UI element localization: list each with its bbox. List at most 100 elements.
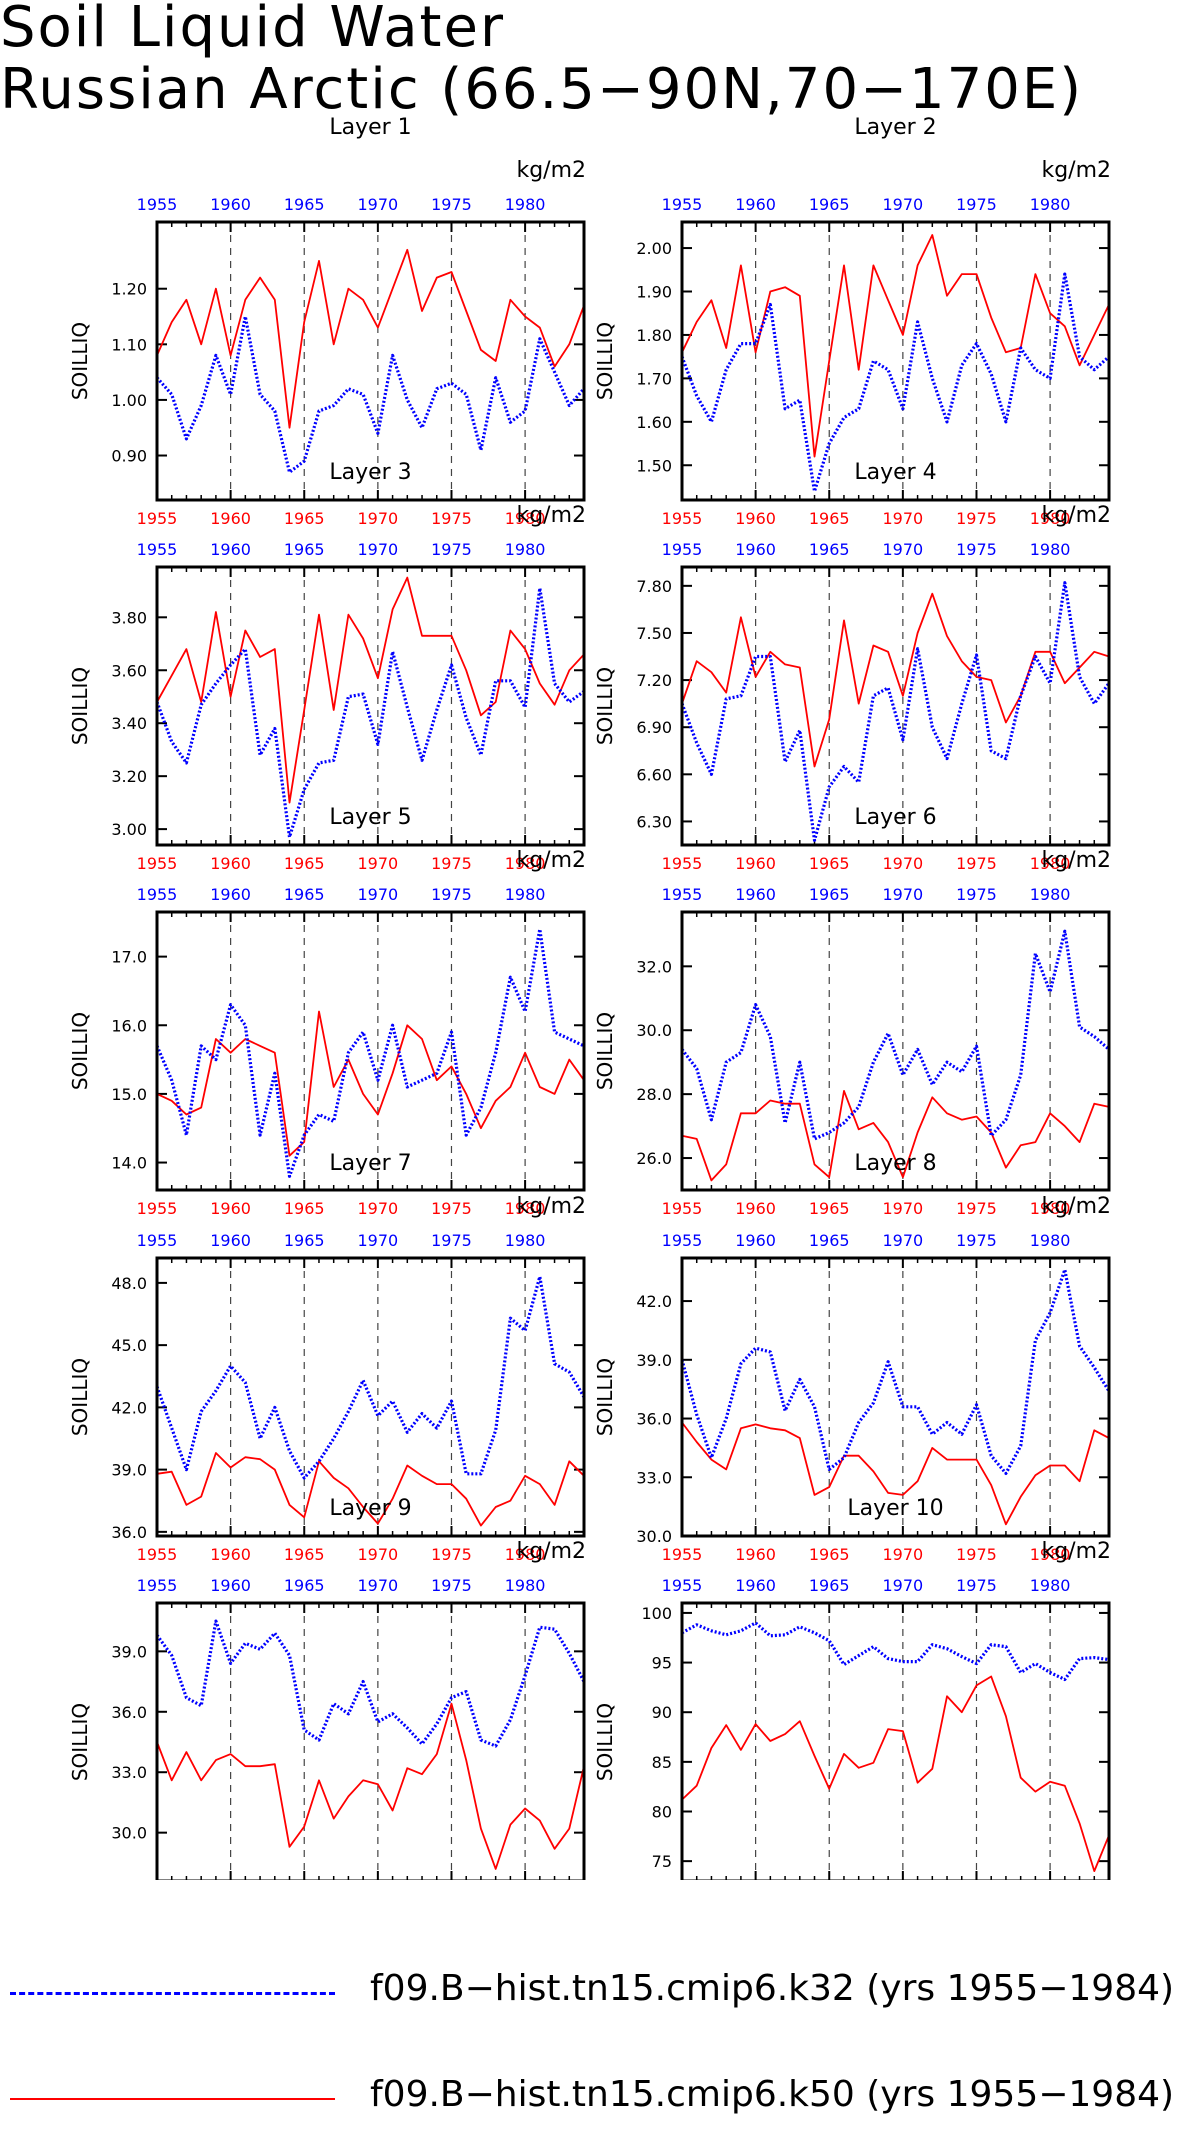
x-tick-label-bottom: 1965 [809,509,850,528]
plot-frame [155,910,586,1192]
plot-frame [680,1256,1111,1538]
plot-frame [155,565,586,847]
y-tick-label: 3.00 [111,820,147,839]
y-tick-label: 42.0 [636,1292,672,1311]
plot-frame [680,1601,1111,1880]
y-tick-label: 32.0 [636,957,672,976]
units-label: kg/m2 [1041,1539,1111,1564]
x-tick-label-top: 1955 [662,885,703,904]
chart-panel-8: Layer 8 kg/m2 1955 1955 1960 1960 1965 1965 1970… [593,1151,1111,1564]
series-line-k50 [156,248,585,429]
x-tick-label-bottom: 1980 [505,854,546,873]
legend-label-k32: f09.B−hist.tn15.cmip6.k32 (yrs 1955−1984… [370,1968,1175,2009]
x-tick-label-bottom: 1960 [735,1199,776,1218]
chart-panel-4: Layer 4 kg/m2 1955 1955 1960 1960 1965 1965 1970… [593,460,1111,873]
y-tick-label: 39.0 [111,1461,147,1480]
x-tick-label-bottom: 1965 [284,1545,325,1564]
series-line-k50 [681,1421,1110,1526]
y-tick-label: 39.0 [636,1351,672,1370]
units-label: kg/m2 [1041,503,1111,528]
x-tick-label-top: 1960 [735,1231,776,1250]
y-tick-label: 1.10 [111,335,147,354]
x-tick-label-top: 1980 [1030,540,1071,559]
y-tick-label: 45.0 [111,1336,147,1355]
x-tick-label-top: 1970 [883,195,924,214]
x-tick-label-bottom: 1975 [431,1545,472,1564]
x-tick-label-top: 1980 [505,195,546,214]
plot-frame [680,910,1111,1192]
y-tick-label: 33.0 [111,1763,147,1782]
y-tick-label: 95 [652,1654,672,1673]
x-tick-label-bottom: 1955 [137,854,178,873]
y-tick-label: 3.60 [111,661,147,680]
y-tick-label: 48.0 [111,1274,147,1293]
x-tick-label-top: 1960 [735,540,776,559]
x-tick-label-bottom: 1970 [358,509,399,528]
y-tick-label: 28.0 [636,1085,672,1104]
units-label: kg/m2 [1041,158,1111,183]
x-tick-label-top: 1980 [1030,195,1071,214]
panel-title: Layer 8 [854,1151,936,1176]
x-tick-label-bottom: 1970 [883,1545,924,1564]
y-tick-label: 30.0 [636,1021,672,1040]
y-axis-label: SOILLIQ [593,1703,617,1781]
x-tick-label-bottom: 1960 [735,854,776,873]
x-tick-label-bottom: 1975 [956,509,997,528]
y-tick-label: 2.00 [636,239,672,258]
legend-swatch-k32 [10,1992,335,1995]
y-tick-label: 1.20 [111,280,147,299]
x-tick-label-top: 1960 [735,885,776,904]
y-tick-label: 7.20 [636,671,672,690]
y-tick-label: 1.80 [636,326,672,345]
y-tick-label: 75 [652,1852,672,1871]
series-line-k50 [681,234,1110,458]
x-tick-label-top: 1955 [137,1231,178,1250]
x-tick-label-top: 1965 [809,195,850,214]
y-tick-label: 26.0 [636,1149,672,1168]
panel-title: Layer 5 [329,805,411,830]
series-line-k32 [680,272,1111,493]
y-tick-label: 100 [641,1604,672,1623]
x-tick-label-bottom: 1970 [883,509,924,528]
x-tick-label-bottom: 1980 [1030,854,1071,873]
series-line-k50 [681,1090,1110,1182]
x-tick-label-bottom: 1960 [210,854,251,873]
x-tick-label-bottom: 1955 [662,854,703,873]
x-tick-label-top: 1970 [883,1576,924,1595]
x-tick-label-top: 1970 [883,1231,924,1250]
y-tick-label: 36.0 [636,1410,672,1429]
series-line-k32 [155,586,585,839]
series-line-k50 [681,1675,1110,1872]
panel-title: Layer 10 [847,1496,943,1521]
y-tick-label: 17.0 [111,948,147,967]
y-tick-label: 30.0 [111,1824,147,1843]
x-tick-label-top: 1980 [505,885,546,904]
x-tick-label-bottom: 1960 [735,509,776,528]
chart-title-line-2: Russian Arctic (66.5−90N,70−170E) [0,57,1084,122]
y-axis-label: SOILLIQ [68,1703,92,1781]
x-tick-label-top: 1970 [358,540,399,559]
x-tick-label-top: 1980 [505,540,546,559]
x-tick-label-top: 1960 [210,195,251,214]
x-tick-label-top: 1975 [956,540,997,559]
x-tick-label-top: 1970 [358,1231,399,1250]
x-tick-label-top: 1975 [956,1231,997,1250]
plot-frame [680,220,1111,502]
y-tick-label: 7.80 [636,577,672,596]
panel-title: Layer 1 [329,115,411,140]
series-line-k32 [680,1268,1111,1476]
units-label: kg/m2 [516,158,586,183]
series-line-k50 [156,1452,585,1527]
x-tick-label-top: 1975 [431,885,472,904]
x-tick-label-top: 1970 [358,885,399,904]
x-tick-label-top: 1980 [505,1231,546,1250]
y-tick-label: 36.0 [111,1703,147,1722]
x-tick-label-bottom: 1970 [883,1199,924,1218]
x-tick-label-bottom: 1960 [210,509,251,528]
series-line-k32 [155,1275,586,1480]
chart-panel-7: Layer 7 kg/m2 1955 1955 1960 1960 1965 1965 1970… [68,1151,586,1564]
x-tick-label-bottom: 1965 [284,1199,325,1218]
units-label: kg/m2 [516,1539,586,1564]
x-tick-label-bottom: 1965 [809,854,850,873]
series-line-k32 [155,1619,586,1748]
